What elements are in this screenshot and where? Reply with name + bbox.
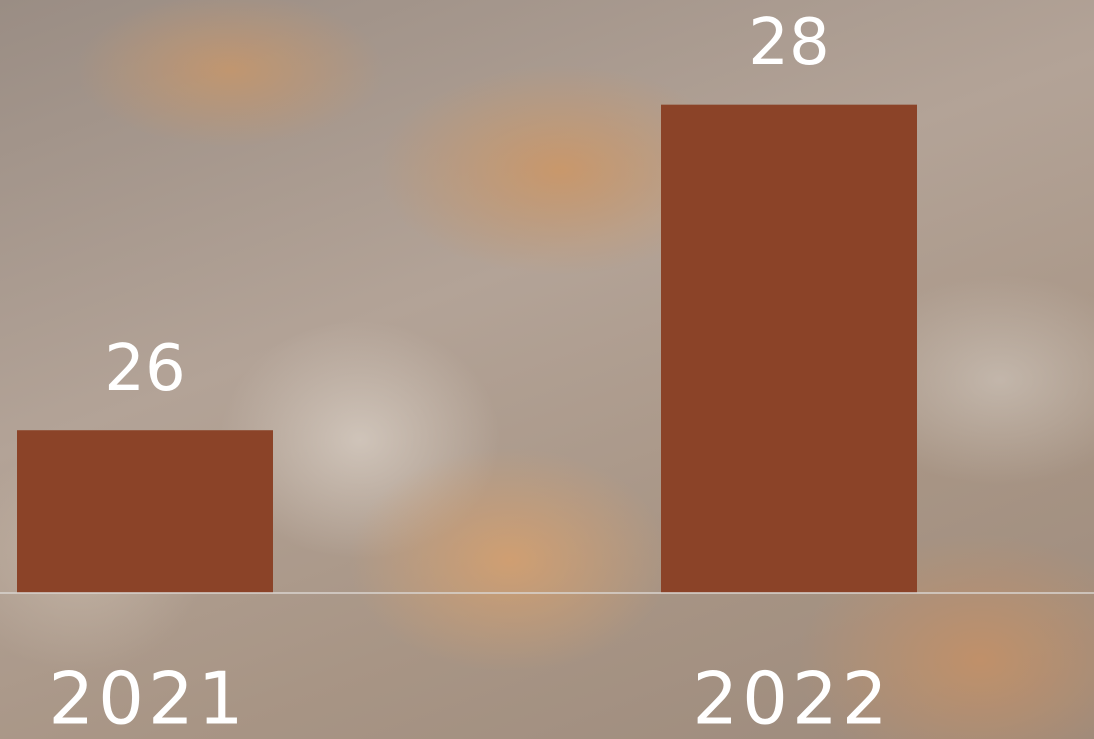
data-label: 28	[748, 6, 829, 80]
chart-background: 26 2021 28 2022	[0, 0, 1094, 739]
bar	[661, 105, 917, 593]
x-tick-label: 2021	[48, 657, 247, 739]
data-label: 26	[104, 332, 185, 406]
chart: 26 2021 28 2022	[0, 0, 1094, 739]
x-tick-label: 2022	[692, 657, 891, 739]
bar	[17, 430, 273, 593]
